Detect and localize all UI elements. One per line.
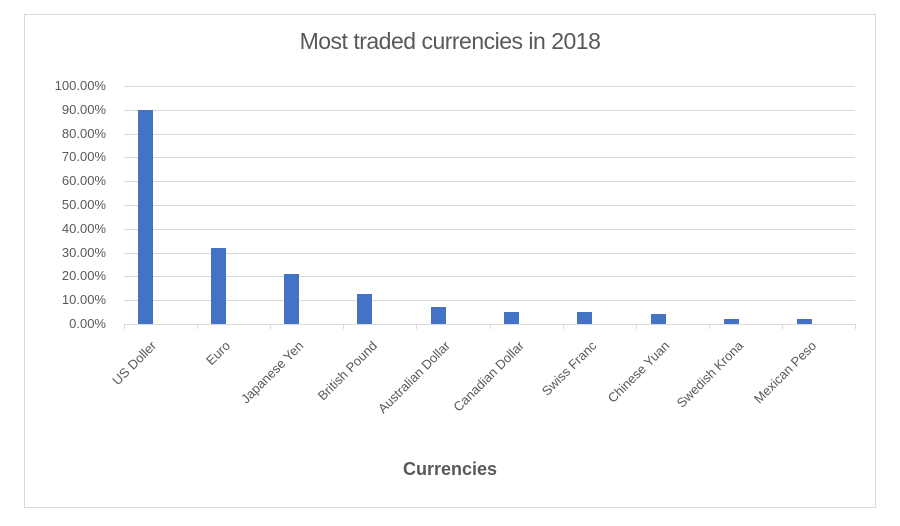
bar-euro xyxy=(211,248,226,324)
x-tick xyxy=(343,324,344,329)
x-tick-label: British Pound xyxy=(314,338,380,404)
y-tick-label: 30.00% xyxy=(61,245,106,260)
y-tick-label: 90.00% xyxy=(61,102,106,117)
gridline xyxy=(124,276,855,277)
x-axis-title: Currencies xyxy=(402,459,498,479)
gridline xyxy=(124,110,855,111)
bar-australian-dollar xyxy=(431,307,446,324)
y-tick-label: 60.00% xyxy=(61,173,106,188)
x-axis-line xyxy=(124,324,855,325)
x-tick-label: Euro xyxy=(203,338,234,369)
gridline xyxy=(124,229,855,230)
gridline xyxy=(124,300,855,301)
y-tick-label: 10.00% xyxy=(61,292,106,307)
x-tick xyxy=(490,324,491,329)
x-tick xyxy=(270,324,271,329)
x-tick-label: Swedish Krona xyxy=(673,338,747,411)
x-tick xyxy=(636,324,637,329)
x-tick xyxy=(563,324,564,329)
gridline xyxy=(124,86,855,87)
gridline xyxy=(124,157,855,158)
y-tick-label: 20.00% xyxy=(61,268,106,283)
x-tick xyxy=(416,324,417,329)
bar-chinese-yuan xyxy=(651,314,666,324)
gridline xyxy=(124,205,855,206)
x-tick-label: Chinese Yuan xyxy=(604,338,673,406)
gridline xyxy=(124,181,855,182)
y-tick-label: 0.00% xyxy=(69,316,106,331)
x-tick xyxy=(197,324,198,329)
bar-swiss-franc xyxy=(577,312,592,324)
bar-british-pound xyxy=(357,294,372,324)
x-tick-label: US Doller xyxy=(109,338,160,388)
bar-swedish-krona xyxy=(724,319,739,324)
y-tick-label: 40.00% xyxy=(61,221,106,236)
x-tick-label: Japanese Yen xyxy=(237,338,307,407)
y-tick-label: 50.00% xyxy=(61,197,106,212)
bar-us-doller xyxy=(138,110,153,324)
y-tick-label: 80.00% xyxy=(61,126,106,141)
x-tick xyxy=(782,324,783,329)
x-tick xyxy=(124,324,125,329)
chart-title: Most traded currencies in 2018 xyxy=(299,28,601,54)
gridline xyxy=(124,253,855,254)
x-tick-label: Canadian Dollar xyxy=(450,338,527,415)
chart-frame xyxy=(24,14,876,508)
bar-canadian-dollar xyxy=(504,312,519,324)
bar-mexican-peso xyxy=(797,319,812,324)
y-tick-label: 100.00% xyxy=(54,78,106,93)
y-tick-label: 70.00% xyxy=(61,149,106,164)
bar-japanese-yen xyxy=(284,274,299,324)
x-tick-label: Swiss Franc xyxy=(538,338,600,399)
x-tick-label: Australian Dollar xyxy=(374,338,453,417)
x-tick xyxy=(709,324,710,329)
x-tick xyxy=(855,324,856,329)
x-tick-label: Mexican Peso xyxy=(750,338,820,407)
gridline xyxy=(124,134,855,135)
